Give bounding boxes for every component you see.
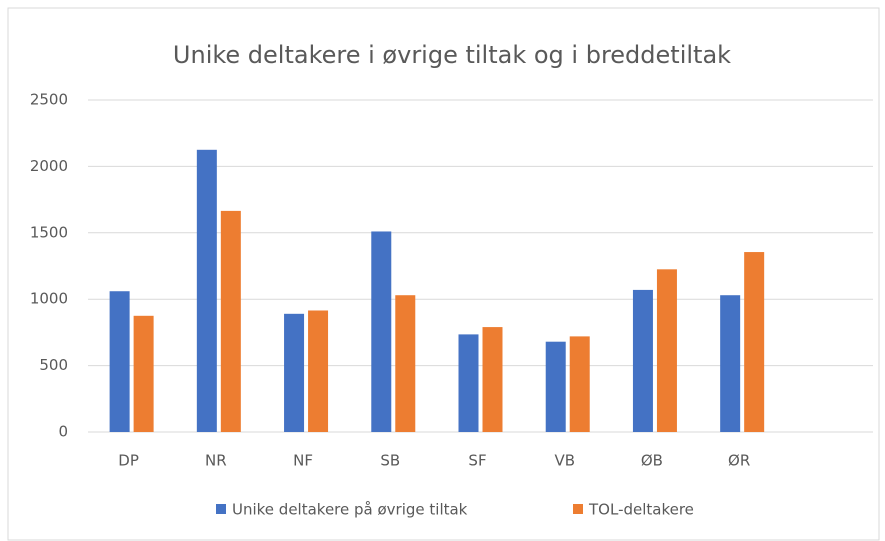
legend-label: TOL-deltakere [588,501,694,519]
bar [395,295,416,432]
bar [109,291,130,432]
bar [133,315,154,432]
x-tick-label: NF [293,452,313,470]
bar [220,210,241,432]
legend-swatch [216,504,226,514]
x-tick-label: SF [468,452,486,470]
chart-title: Unike deltakere i øvrige tiltak og i bre… [173,41,731,69]
chart-frame [7,7,880,541]
bar [308,310,329,432]
legend-label: Unike deltakere på øvrige tiltak [232,501,468,519]
y-tick-label: 2500 [30,91,68,109]
bar [284,313,305,432]
x-tick-label: VB [554,452,575,470]
bar [569,336,590,432]
bar [744,252,765,432]
legend-swatch [573,504,583,514]
x-tick-label: SB [380,452,400,470]
y-tick-label: 500 [39,356,68,374]
y-tick-label: 2000 [30,157,68,175]
y-tick-label: 1000 [30,290,68,308]
bar [632,289,653,432]
x-tick-label: DP [118,452,139,470]
bar [656,269,677,432]
bar [458,334,479,432]
bar [720,295,741,432]
bar [196,149,217,433]
bar [545,341,566,432]
x-tick-label: ØB [641,452,663,470]
bar [482,327,503,432]
y-tick-label: 1500 [30,223,68,241]
y-tick-label: 0 [58,423,68,441]
x-tick-label: NR [205,452,227,470]
x-tick-label: ØR [728,452,750,470]
bar [371,231,392,432]
